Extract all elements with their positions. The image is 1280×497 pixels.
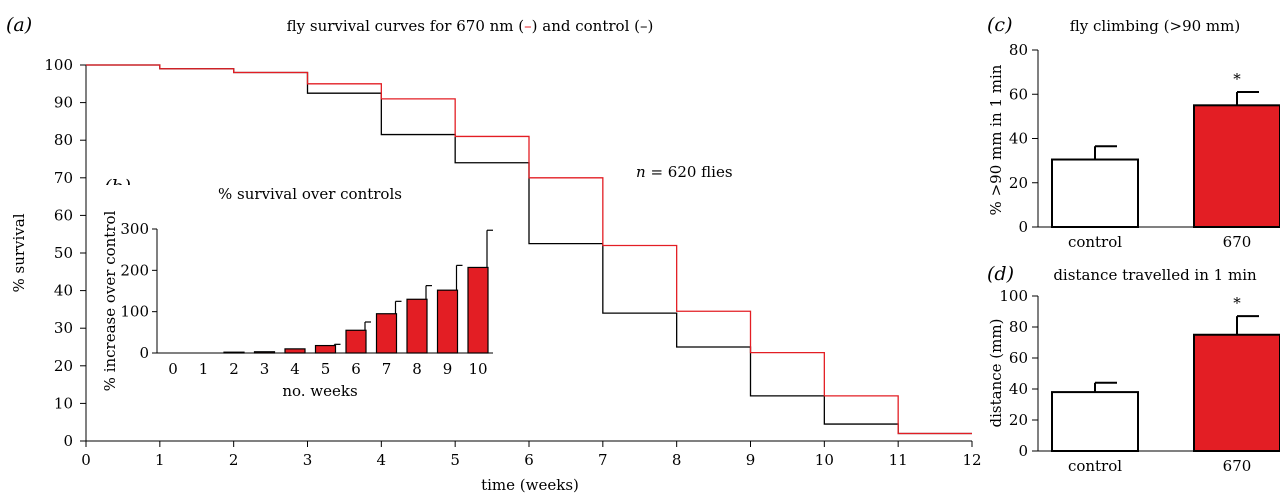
y-tick-label: 80 — [1009, 318, 1028, 336]
panel-a-x-label: time (weeks) — [481, 476, 579, 494]
y-tick-label: 90 — [54, 94, 73, 112]
y-tick-label: 40 — [54, 282, 73, 300]
y-tick-label: 10 — [54, 394, 73, 412]
x-tick-label: 0 — [168, 360, 178, 378]
x-tick-label: 12 — [962, 451, 981, 469]
x-tick-label: 11 — [889, 451, 908, 469]
bar-week-9 — [436, 289, 459, 354]
x-tick-label: 5 — [450, 451, 460, 469]
y-tick-label: 30 — [54, 319, 73, 337]
n-value: = 620 flies — [646, 163, 733, 181]
y-tick-label: 80 — [1009, 41, 1028, 59]
panel-c-bar-chart: fly climbing (>90 mm) 0 20 40 60 80 control 67… — [987, 17, 1280, 251]
y-tick-label: 40 — [1009, 380, 1028, 398]
x-tick-label: 3 — [303, 451, 313, 469]
title-part-5: ) — [648, 17, 654, 35]
bar-week-6 — [345, 329, 367, 354]
bar-week-7 — [375, 313, 398, 354]
x-tick-label: 4 — [290, 360, 300, 378]
panel-d-y-label: distance (mm) — [987, 319, 1005, 428]
y-tick-label: 70 — [54, 169, 73, 187]
panel-a-survival-chart: fly survival curves for 670 nm (–) and c… — [10, 17, 982, 494]
y-tick-label: 20 — [1009, 174, 1028, 192]
x-tick-label: 1 — [155, 451, 165, 469]
panel-b-background — [100, 185, 502, 423]
bar-670 — [1193, 104, 1280, 228]
x-tick-label: 10 — [815, 451, 834, 469]
bar-week-4 — [284, 348, 306, 354]
y-tick-label: 40 — [1009, 130, 1028, 148]
bar-week-3 — [253, 351, 276, 354]
x-tick-label: 1 — [199, 360, 209, 378]
y-tick-label: 60 — [1009, 349, 1028, 367]
n-symbol: n — [636, 163, 646, 181]
y-tick-label: 300 — [120, 220, 149, 238]
bar-week-2 — [223, 351, 245, 354]
y-tick-label: 60 — [1009, 85, 1028, 103]
y-tick-label: 0 — [139, 344, 149, 362]
x-tick-label: 4 — [377, 451, 387, 469]
treatment-670nm-survival-line — [86, 64, 972, 435]
x-tick-label: 6 — [351, 360, 361, 378]
panel-d-bar-chart: distance travelled in 1 min 0 20 40 60 80 100… — [987, 266, 1280, 475]
x-tick-label: 5 — [321, 360, 331, 378]
panel-c-title: fly climbing (>90 mm) — [1070, 17, 1240, 35]
title-part-2: – — [524, 17, 532, 35]
panel-c-y-label: % >90 mm in 1 min — [987, 64, 1005, 215]
y-tick-label: 200 — [120, 261, 149, 279]
bar-week-8 — [406, 298, 428, 354]
x-tick-label: 10 — [468, 360, 487, 378]
x-tick-label: 6 — [524, 451, 534, 469]
panel-b-title: % survival over controls — [218, 185, 402, 203]
x-tick-label: 670 — [1223, 233, 1252, 251]
x-tick-label: 9 — [443, 360, 453, 378]
y-tick-label: 80 — [54, 131, 73, 149]
y-tick-label: 0 — [1018, 218, 1028, 236]
y-tick-label: 20 — [1009, 411, 1028, 429]
bar-week-10 — [467, 266, 489, 354]
y-tick-label: 100 — [44, 56, 73, 74]
panel-letter-d: (d) — [987, 263, 1014, 285]
title-part-1: fly survival curves for 670 nm ( — [287, 17, 525, 35]
bar-control — [1051, 391, 1139, 453]
x-tick-label: 7 — [382, 360, 392, 378]
panel-b-y-label: % increase over control — [101, 210, 119, 391]
x-tick-label: 2 — [229, 360, 239, 378]
x-tick-label: control — [1068, 233, 1122, 251]
title-part-4: – — [640, 17, 648, 35]
x-tick-label: control — [1068, 457, 1122, 475]
significance-asterisk: * — [1233, 294, 1241, 312]
y-tick-label: 100 — [999, 287, 1028, 305]
y-tick-label: 50 — [54, 244, 73, 262]
panel-d-title: distance travelled in 1 min — [1053, 266, 1257, 284]
y-tick-label: 60 — [54, 206, 73, 224]
x-tick-label: 9 — [746, 451, 756, 469]
panel-letter-c: (c) — [987, 14, 1013, 36]
bar-control — [1051, 158, 1139, 228]
x-tick-label: 3 — [260, 360, 270, 378]
significance-asterisk: * — [1233, 70, 1241, 88]
y-tick-label: 0 — [1018, 442, 1028, 460]
x-tick-label: 8 — [672, 451, 682, 469]
x-tick-label: 670 — [1223, 457, 1252, 475]
panel-a-title: fly survival curves for 670 nm (–) and c… — [287, 17, 654, 35]
panel-b-bar-chart: % survival over controls 0 100 200 300 0 1 2 3… — [100, 185, 502, 423]
y-tick-label: 20 — [54, 357, 73, 375]
panel-b-x-label: no. weeks — [282, 382, 357, 400]
y-tick-label: 100 — [120, 303, 149, 321]
bar-week-5 — [314, 344, 337, 354]
x-tick-label: 7 — [598, 451, 608, 469]
bar-670 — [1193, 333, 1280, 452]
x-tick-label: 8 — [412, 360, 422, 378]
title-part-3: ) and control ( — [532, 17, 640, 35]
x-tick-label: 0 — [81, 451, 91, 469]
x-tick-label: 2 — [229, 451, 239, 469]
panel-letter-a: (a) — [6, 14, 32, 36]
y-tick-label: 0 — [63, 432, 73, 450]
panel-a-y-label: % survival — [10, 213, 28, 292]
panel-a-n-annotation: n = 620 flies — [636, 163, 733, 181]
